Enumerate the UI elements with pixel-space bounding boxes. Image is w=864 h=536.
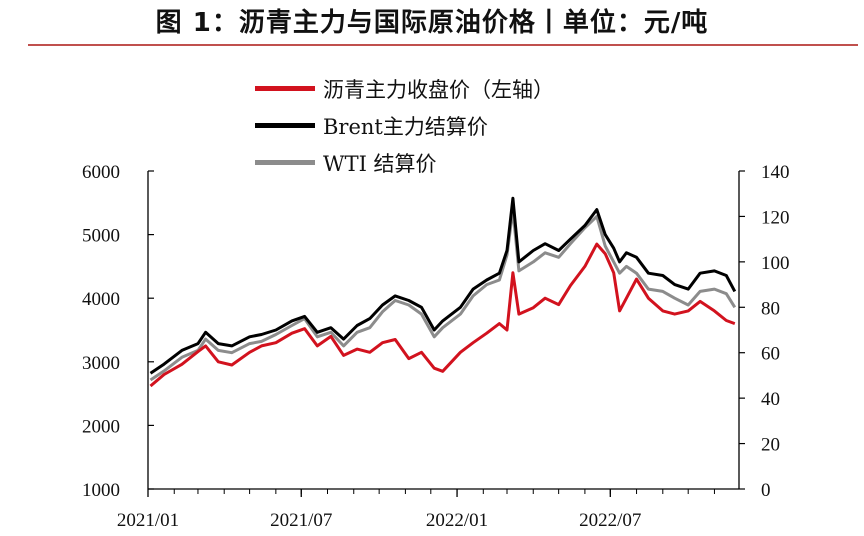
series-layer [149, 196, 737, 388]
x-tick-label: 2021/01 [117, 510, 179, 531]
x-tick-label: 2021/07 [270, 510, 332, 531]
legend-swatch-asphalt [255, 86, 315, 91]
title-underline [28, 44, 858, 46]
legend-item-wti: WTI 结算价 [255, 144, 554, 181]
y-left-tick-label: 2000 [82, 416, 120, 437]
legend-label-wti: WTI 结算价 [323, 151, 437, 176]
series-line-wti [149, 208, 737, 382]
legend-swatch-wti [255, 160, 315, 165]
y-right-tick-label: 0 [761, 480, 771, 501]
x-tick-label: 2022/07 [579, 510, 641, 531]
chart-title: 图 1：沥青主力与国际原油价格丨单位：元/吨 [155, 8, 709, 38]
legend-label-asphalt: 沥青主力收盘价（左轴） [323, 77, 554, 102]
series-line-asphalt [149, 242, 736, 388]
y-right-tick-label: 140 [761, 162, 790, 183]
legend: 沥青主力收盘价（左轴） Brent主力结算价 WTI 结算价 [255, 70, 554, 181]
y-left-tick-label: 4000 [82, 289, 120, 310]
y-right-tick-label: 20 [761, 435, 780, 456]
axes: 1000 2000 3000 4000 5000 6000 0 20 40 60 80 100 120 1… [82, 162, 790, 531]
series-line-brent [149, 196, 737, 375]
legend-label-brent: Brent主力结算价 [323, 114, 488, 139]
y-left-tick-label: 3000 [82, 353, 120, 374]
y-left-tick-label: 5000 [82, 226, 120, 247]
y-right-tick-label: 100 [761, 253, 790, 274]
legend-swatch-brent [255, 123, 315, 128]
legend-item-brent: Brent主力结算价 [255, 107, 554, 144]
y-right-tick-label: 120 [761, 207, 790, 228]
y-right-tick-label: 80 [761, 298, 780, 319]
y-left-tick-label: 1000 [82, 480, 120, 501]
y-left-tick-label: 6000 [82, 162, 120, 183]
y-right-tick-label: 40 [761, 389, 780, 410]
x-tick-label: 2022/01 [426, 510, 488, 531]
y-right-tick-label: 60 [761, 344, 780, 365]
legend-item-asphalt: 沥青主力收盘价（左轴） [255, 70, 554, 107]
